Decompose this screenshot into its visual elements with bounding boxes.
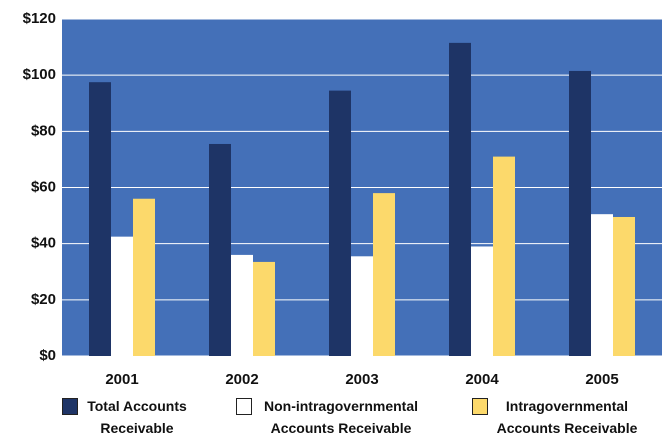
bar — [493, 156, 515, 356]
bar — [89, 82, 111, 356]
bar — [569, 70, 591, 357]
bar — [231, 254, 253, 356]
bar — [209, 143, 231, 356]
legend-swatch — [62, 398, 78, 415]
x-tick-label: 2004 — [465, 371, 499, 388]
legend-label: Total Accounts Receivable — [87, 398, 187, 436]
bar — [351, 256, 373, 356]
legend-item: Intragovernmental Accounts Receivable — [472, 398, 642, 439]
x-tick-label: 2002 — [225, 371, 258, 388]
y-tick-label: $40 — [31, 235, 56, 252]
y-tick-label: $60 — [31, 178, 56, 195]
bar — [373, 193, 395, 356]
x-tick-label: 2005 — [585, 371, 618, 388]
legend-label: Intragovernmental Accounts Receivable — [496, 398, 638, 436]
x-tick-label: 2001 — [105, 371, 138, 388]
y-tick-label: $100 — [23, 66, 56, 83]
bar — [471, 246, 493, 356]
y-tick-label: $80 — [31, 122, 56, 139]
y-tick-label: $20 — [31, 291, 56, 308]
x-tick-label: 2003 — [345, 371, 378, 388]
bar — [591, 214, 613, 356]
bar — [133, 198, 155, 356]
legend-item: Total Accounts Receivable — [62, 398, 192, 439]
bar — [449, 42, 471, 356]
legend-swatch — [472, 398, 488, 415]
bar — [111, 236, 133, 356]
bar — [253, 261, 275, 356]
legend-item: Non-intragovernmental Accounts Receivabl… — [236, 398, 426, 439]
bar — [613, 216, 635, 356]
bar — [329, 90, 351, 357]
legend-label: Non-intragovernmental Accounts Receivabl… — [263, 398, 418, 436]
y-tick-label: $120 — [23, 10, 56, 27]
y-tick-label: $0 — [39, 347, 56, 364]
legend-swatch — [236, 398, 252, 415]
